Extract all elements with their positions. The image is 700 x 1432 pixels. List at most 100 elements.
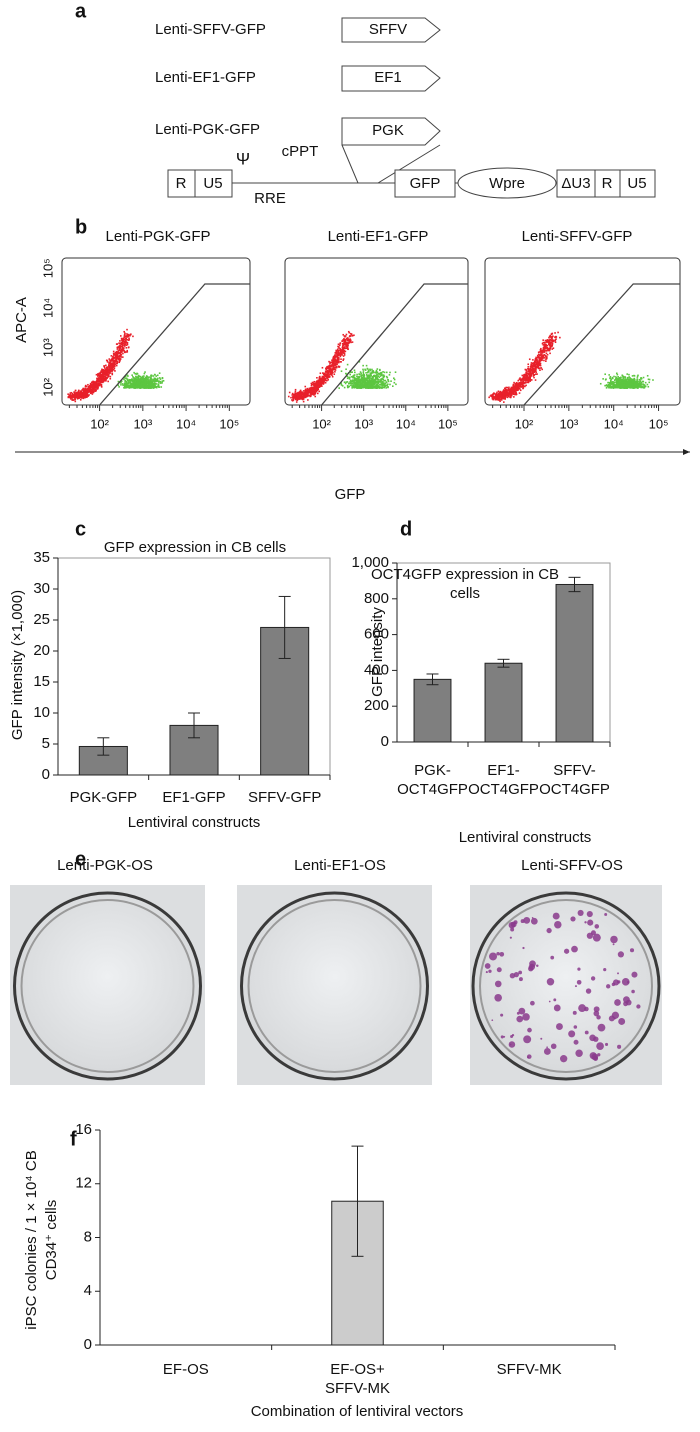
- colony: [554, 920, 562, 929]
- event-dot: [606, 384, 609, 387]
- event-dot: [364, 378, 366, 381]
- event-dot: [520, 381, 522, 384]
- event-dot: [626, 385, 629, 388]
- event-dot: [624, 384, 627, 387]
- colony: [571, 945, 578, 953]
- colony: [585, 988, 592, 994]
- event-dot: [384, 385, 386, 388]
- event-dot: [513, 388, 516, 391]
- event-dot: [100, 377, 103, 380]
- event-dot: [158, 382, 160, 384]
- event-dot: [640, 378, 642, 380]
- event-dot: [326, 371, 329, 374]
- event-dot: [108, 363, 110, 366]
- event-dot: [138, 384, 140, 387]
- event-dot: [341, 340, 344, 343]
- event-dot: [647, 378, 650, 381]
- event-dot: [608, 386, 611, 388]
- event-dot: [317, 386, 319, 389]
- event-dot: [335, 363, 337, 366]
- event-dot: [354, 383, 357, 385]
- event-dot: [312, 382, 314, 385]
- event-dot: [370, 378, 372, 380]
- event-dot: [524, 379, 527, 382]
- event-dot: [622, 375, 624, 378]
- event-dot: [110, 360, 112, 363]
- event-dot: [352, 386, 354, 389]
- event-dot: [501, 396, 504, 399]
- event-dot: [126, 349, 129, 352]
- event-dot: [116, 348, 119, 350]
- event-dot: [627, 378, 629, 380]
- event-dot: [101, 378, 104, 381]
- event-dot: [515, 382, 518, 385]
- event-dot: [147, 376, 150, 379]
- event-dot: [498, 391, 500, 394]
- event-dot: [364, 368, 366, 371]
- event-dot: [79, 396, 82, 398]
- event-dot: [362, 372, 365, 374]
- event-dot: [322, 378, 325, 380]
- event-dot: [599, 382, 602, 385]
- event-dot: [111, 373, 114, 376]
- event-dot: [377, 385, 380, 387]
- event-dot: [109, 365, 112, 368]
- event-dot: [99, 377, 101, 380]
- event-dot: [520, 379, 523, 382]
- event-dot: [287, 395, 290, 398]
- event-dot: [508, 391, 510, 393]
- event-dot: [355, 381, 357, 384]
- event-dot: [341, 347, 344, 349]
- plot-title: Lenti-EF1-GFP: [328, 228, 429, 245]
- event-dot: [313, 380, 316, 383]
- event-dot: [318, 390, 321, 393]
- event-dot: [527, 379, 530, 381]
- colony: [510, 927, 515, 932]
- event-dot: [158, 377, 161, 379]
- event-dot: [387, 386, 389, 388]
- event-dot: [545, 339, 548, 342]
- event-dot: [101, 368, 103, 371]
- event-dot: [93, 384, 96, 387]
- event-dot: [346, 381, 349, 383]
- colony: [572, 1010, 577, 1015]
- event-dot: [98, 375, 101, 378]
- event-dot: [381, 382, 384, 385]
- event-dot: [314, 384, 316, 387]
- event-dot: [542, 350, 545, 352]
- event-dot: [308, 387, 311, 390]
- event-dot: [356, 384, 358, 386]
- event-dot: [298, 397, 300, 399]
- event-dot: [548, 335, 551, 338]
- colony: [617, 980, 621, 984]
- event-dot: [543, 357, 546, 359]
- event-dot: [495, 397, 497, 400]
- event-dot: [311, 390, 313, 392]
- event-dot: [332, 371, 334, 374]
- event-dot: [620, 381, 622, 384]
- event-dot: [293, 394, 295, 397]
- event-dot: [342, 339, 345, 341]
- event-dot: [620, 387, 623, 389]
- event-dot: [523, 374, 525, 377]
- event-dot: [74, 400, 77, 403]
- event-dot: [529, 367, 532, 370]
- colony: [546, 978, 555, 986]
- event-dot: [376, 373, 378, 376]
- event-dot: [72, 396, 75, 398]
- event-dot: [368, 379, 371, 382]
- event-dot: [111, 357, 114, 360]
- event-dot: [126, 338, 128, 341]
- event-dot: [508, 393, 511, 396]
- event-dot: [300, 398, 302, 400]
- event-dot: [376, 386, 379, 388]
- event-dot: [147, 381, 149, 383]
- event-dot: [362, 373, 365, 376]
- event-dot: [82, 387, 85, 390]
- event-dot: [125, 347, 128, 349]
- event-dot: [100, 386, 103, 388]
- event-dot: [613, 381, 616, 384]
- colony: [576, 979, 582, 985]
- event-dot: [350, 333, 353, 336]
- event-dot: [366, 368, 369, 370]
